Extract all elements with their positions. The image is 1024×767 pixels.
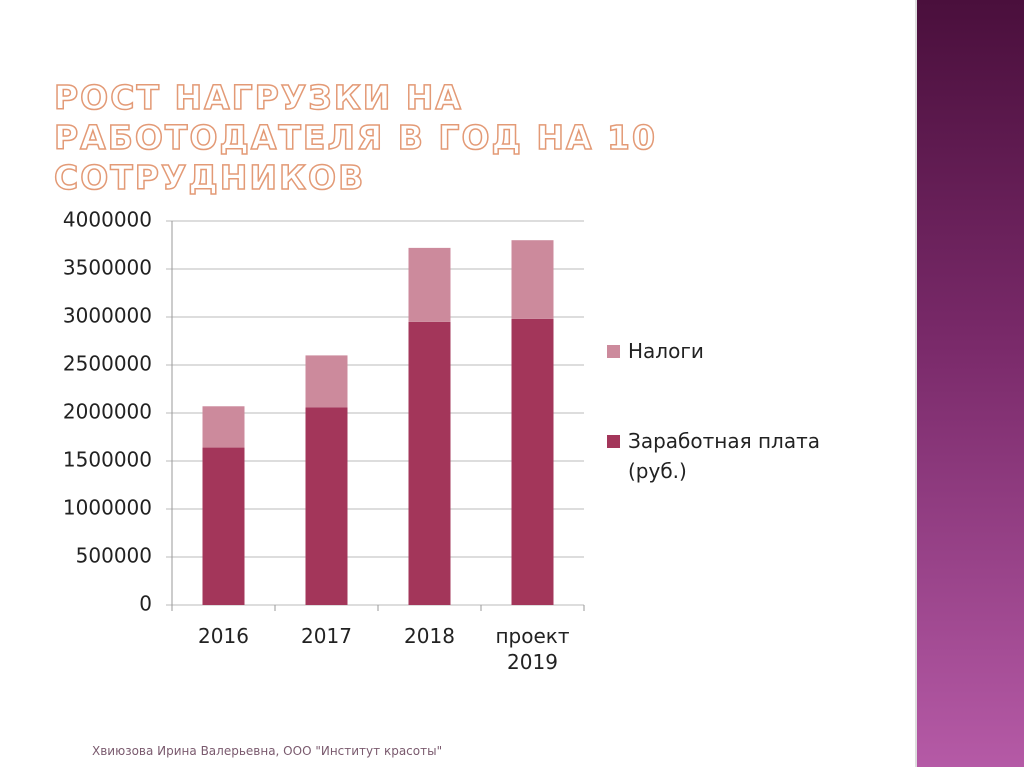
bar-segment: [305, 355, 348, 408]
bar-segment: [408, 321, 451, 605]
bar-segment: [305, 407, 348, 605]
y-tick-label: 1500000: [63, 448, 152, 472]
footer: Хвиюзова Ирина Валерьевна, ООО "Институт…: [92, 744, 443, 758]
x-tick-label: 2018: [404, 624, 455, 648]
bar-segment: [202, 447, 245, 605]
legend-swatch: [607, 345, 620, 358]
y-tick-label: 3000000: [63, 304, 152, 328]
y-tick-label: 2500000: [63, 352, 152, 376]
y-tick-label: 3500000: [63, 256, 152, 280]
bar-segment: [202, 406, 245, 448]
y-tick-label: 0: [139, 592, 152, 616]
x-tick-label: 2017: [301, 624, 352, 648]
y-tick-label: 4000000: [63, 208, 152, 232]
legend-label: Налоги: [628, 339, 704, 363]
decor-strip: [915, 0, 1024, 767]
x-tick-label: проект 2019: [495, 624, 570, 674]
legend-swatch: [607, 435, 620, 448]
title: РОСТ НАГРУЗКИ НА РАБОТОДАТЕЛЯ В ГОД НА 1…: [53, 77, 657, 198]
x-tick-label: 2016: [198, 624, 249, 648]
bar-segment: [408, 247, 451, 322]
chart: 0 500000 1000000 1500000 2000000 2500000 30000…: [63, 208, 585, 616]
y-tick-label: 2000000: [63, 400, 152, 424]
bar-segment: [511, 318, 554, 605]
y-tick-label: 1000000: [63, 496, 152, 520]
bar-segment: [511, 240, 554, 319]
y-tick-label: 500000: [76, 544, 152, 568]
legend-label: Заработная плата (руб.): [628, 429, 820, 483]
